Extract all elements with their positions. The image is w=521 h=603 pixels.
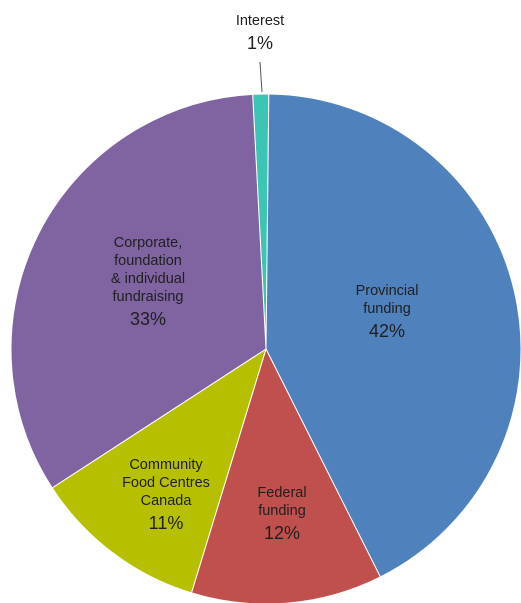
interest-leader-line	[259, 61, 263, 93]
slice-labels: Interest 1% Provincial funding 42% Federal fun…	[111, 13, 419, 543]
pie-slice-provincial-funding	[265, 93, 521, 578]
slice-label-federal-funding: Federal funding 12%	[257, 485, 306, 543]
slice-label-line: funding	[363, 301, 411, 317]
slice-label-interest: Interest 1%	[236, 13, 284, 53]
pie-slice-federal-funding	[190, 347, 381, 603]
slice-value-corporate-foundation-individual-fundraising: 33%	[130, 309, 166, 329]
slice-label-community-food-centres-canada: Community Food Centres Canada 11%	[122, 457, 210, 533]
slice-label-corporate-foundation-individual-fundraising: Corporate, foundation & individual fundrais…	[111, 235, 185, 329]
slice-label-line: Corporate,	[114, 235, 183, 251]
pie-slice-corporate-foundation-individual-fundraising	[10, 93, 267, 489]
slice-label-line: fundraising	[113, 289, 184, 305]
slice-label-line: foundation	[114, 253, 182, 269]
slice-label-line: Community	[129, 457, 203, 473]
slice-label-line: Canada	[141, 493, 193, 509]
slice-value-provincial-funding: 42%	[369, 321, 405, 341]
pie-slice-community-food-centres-canada	[51, 347, 267, 594]
slice-value-community-food-centres-canada: 11%	[149, 513, 184, 533]
slice-label-line: funding	[258, 503, 306, 519]
slice-value-interest: 1%	[247, 33, 273, 53]
slice-label-provincial-funding: Provincial funding 42%	[356, 283, 419, 341]
slice-label-line: Interest	[236, 13, 284, 29]
slice-label-line: & individual	[111, 271, 185, 287]
slice-label-line: Federal	[257, 485, 306, 501]
slice-label-line: Food Centres	[122, 475, 210, 491]
slice-value-federal-funding: 12%	[264, 523, 300, 543]
slice-label-line: Provincial	[356, 283, 419, 299]
pie-slices	[10, 93, 521, 603]
